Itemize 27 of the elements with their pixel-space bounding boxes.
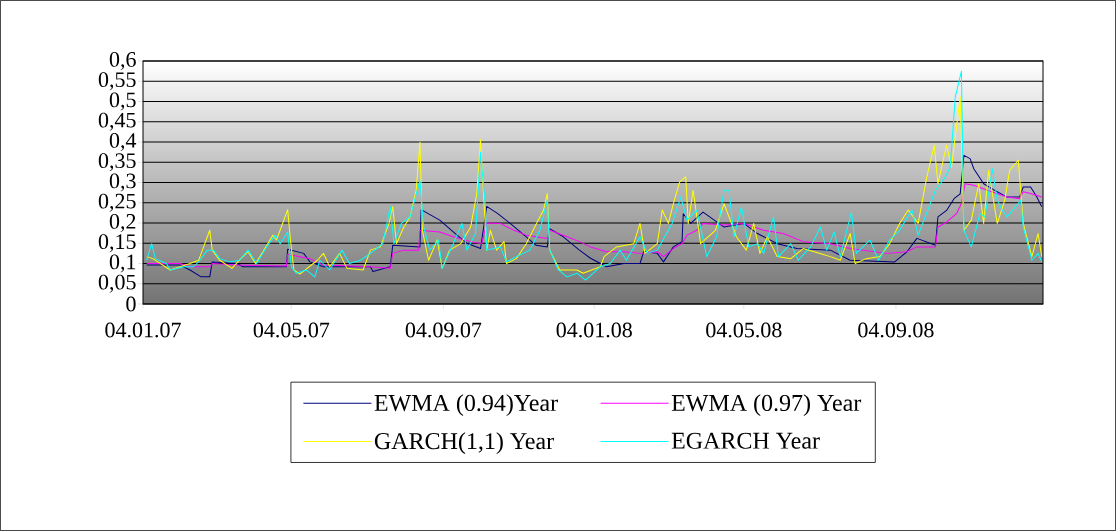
y-tick-label: 0,6 bbox=[109, 51, 136, 71]
y-tick-label: 0 bbox=[126, 296, 136, 312]
x-tick-label: 04.05.08 bbox=[706, 322, 782, 338]
y-tick-label: 0,25 bbox=[98, 193, 136, 212]
legend-label: EWMA (0.94)Year bbox=[374, 394, 558, 416]
x-tick-label: 04.05.07 bbox=[253, 322, 330, 338]
x-tick-label: 04.09.08 bbox=[858, 322, 934, 338]
line-series bbox=[146, 154, 1043, 278]
legend-label: EWMA (0.97) Year bbox=[671, 394, 862, 416]
y-tick-label: 0,1 bbox=[109, 254, 136, 273]
x-tick-label: 04.09.07 bbox=[405, 322, 482, 338]
line-series bbox=[146, 70, 1043, 281]
y-tick-label: 0,15 bbox=[98, 234, 136, 253]
legend-label: GARCH(1,1) Year bbox=[374, 432, 554, 455]
y-tick-label: 0,45 bbox=[98, 112, 136, 131]
y-tick-label: 0,4 bbox=[109, 132, 137, 152]
legend-label: EGARCH Year bbox=[671, 432, 820, 449]
y-tick-label: 0,35 bbox=[98, 153, 136, 172]
line-series bbox=[146, 96, 1043, 275]
y-tick-label: 0,3 bbox=[109, 173, 136, 192]
y-tick-label: 0,55 bbox=[98, 72, 136, 91]
line-series bbox=[146, 183, 1043, 269]
x-tick-label: 04.01.08 bbox=[556, 322, 632, 338]
x-tick-label: 04.01.07 bbox=[105, 322, 181, 338]
y-tick-label: 0,5 bbox=[109, 92, 136, 111]
y-tick-label: 0,2 bbox=[109, 213, 136, 233]
y-tick-label: 0,05 bbox=[98, 274, 136, 293]
